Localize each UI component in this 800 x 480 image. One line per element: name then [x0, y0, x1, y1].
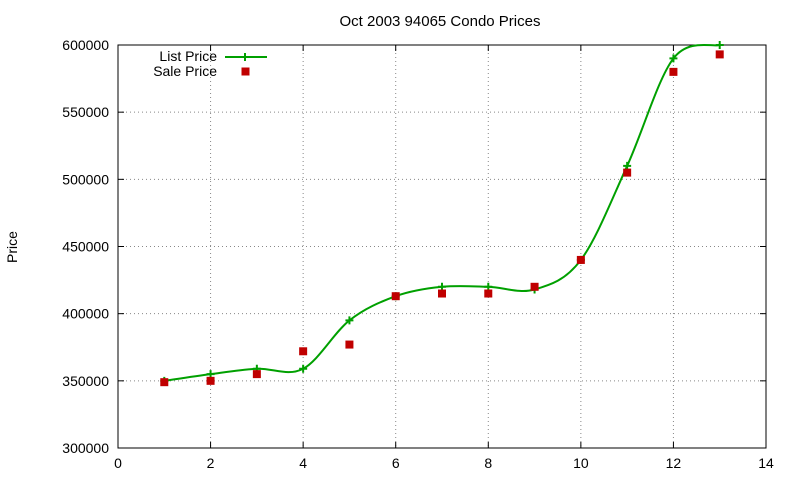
- list-price-point: [623, 161, 632, 170]
- sale-price-point: [715, 50, 724, 59]
- y-tick-label: 450000: [62, 239, 109, 255]
- axis-ticks: 0 2 4 6 8 10 12 14 300000 350000 400000 450000 50000…: [62, 37, 774, 471]
- y-tick-label: 550000: [62, 104, 109, 120]
- sale-price-point: [391, 292, 400, 301]
- x-tick-label: 10: [573, 455, 589, 471]
- x-tick-label: 12: [666, 455, 682, 471]
- x-tick-label: 6: [392, 455, 400, 471]
- list-price-point: [206, 370, 215, 379]
- list-price-point: [345, 316, 354, 325]
- legend-label-list-price: List Price: [159, 48, 217, 64]
- series-layer: [160, 41, 724, 387]
- x-tick-label: 4: [299, 455, 307, 471]
- legend-marker-list-price: [241, 53, 249, 61]
- x-tick-label: 2: [207, 455, 215, 471]
- chart-title: Oct 2003 94065 Condo Prices: [340, 13, 541, 30]
- x-tick-label: 8: [484, 455, 492, 471]
- grid-lines: [118, 45, 766, 448]
- x-tick-label: 14: [758, 455, 774, 471]
- y-tick-label: 400000: [62, 306, 109, 322]
- legend: List Price Sale Price: [153, 48, 267, 79]
- sale-price-point: [669, 67, 678, 76]
- y-tick-label: 300000: [62, 440, 109, 456]
- sale-price-point: [623, 168, 632, 177]
- sale-price-point: [160, 378, 169, 387]
- legend-label-sale-price: Sale Price: [153, 63, 217, 79]
- x-tick-label: 0: [114, 455, 122, 471]
- list-price-point: [299, 364, 308, 373]
- list-price-point: [715, 41, 724, 49]
- sale-price-point: [484, 289, 493, 298]
- y-tick-label: 500000: [62, 171, 109, 187]
- series-line-list-price: [164, 43, 720, 382]
- list-price-point: [669, 54, 678, 63]
- y-tick-label: 350000: [62, 373, 109, 389]
- y-axis-label: Price: [4, 231, 20, 263]
- sale-price-point: [576, 255, 585, 264]
- sale-price-point: [206, 376, 215, 385]
- list-price-point: [484, 282, 493, 291]
- y-tick-label: 600000: [62, 37, 109, 53]
- sale-price-point: [438, 289, 446, 298]
- sale-price-point: [530, 282, 539, 291]
- sale-price-point: [345, 340, 354, 349]
- list-price-point: [438, 282, 446, 291]
- sale-price-point: [299, 347, 308, 356]
- legend-marker-sale-price: [241, 67, 250, 76]
- sale-price-point: [252, 370, 261, 379]
